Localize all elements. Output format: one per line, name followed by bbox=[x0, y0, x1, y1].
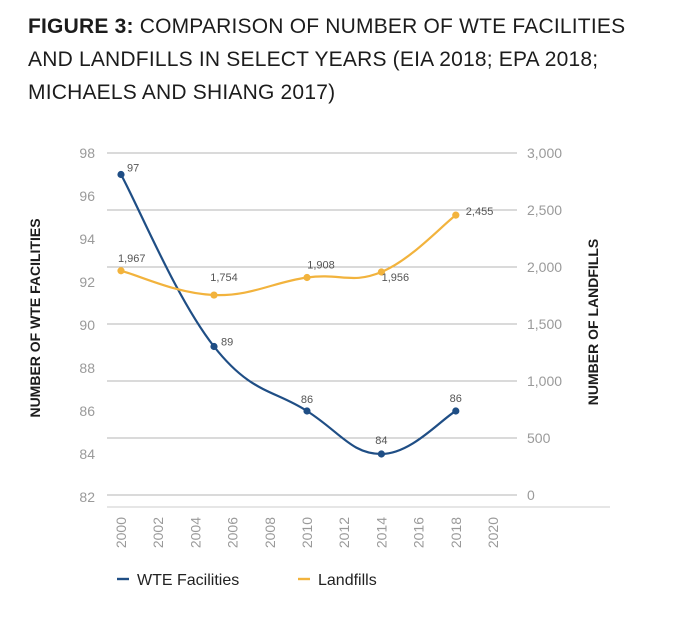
x-tick-label: 2014 bbox=[373, 517, 389, 548]
grid bbox=[107, 152, 610, 508]
y-left-tick-label: 88 bbox=[79, 360, 95, 376]
figure-title: FIGURE 3: COMPARISON OF NUMBER OF WTE FA… bbox=[28, 10, 678, 109]
data-label: 86 bbox=[301, 394, 313, 406]
y-right-tick-label: 2,500 bbox=[527, 202, 562, 218]
data-point bbox=[117, 170, 125, 179]
data-point bbox=[303, 407, 311, 415]
x-tick-label: 2000 bbox=[113, 517, 129, 548]
data-label: 86 bbox=[450, 393, 462, 405]
y-right-axis-title: NUMBER OF LANDFILLS bbox=[585, 239, 601, 405]
y-right-tick-label: 1,500 bbox=[527, 316, 562, 332]
x-tick-label: 2020 bbox=[485, 517, 501, 548]
y-left-tick-label: 94 bbox=[79, 231, 95, 247]
title-line-3: MICHAELS AND SHIANG 2017) bbox=[28, 81, 336, 104]
data-label: 2,455 bbox=[466, 206, 494, 218]
data-label: 97 bbox=[127, 163, 139, 175]
y-left-axis-title: NUMBER OF WTE FACILITIES bbox=[27, 218, 43, 417]
x-tick-label: 2016 bbox=[411, 517, 427, 548]
data-point bbox=[452, 407, 460, 415]
data-label: 1,754 bbox=[210, 272, 238, 284]
legend: WTE Facilities Landfills bbox=[117, 572, 377, 589]
axis-titles: NUMBER OF WTE FACILITIES NUMBER OF LANDFI… bbox=[27, 218, 601, 417]
x-tick-label: 2012 bbox=[336, 517, 352, 548]
figure-label: FIGURE 3: bbox=[28, 15, 134, 38]
data-label: 1,908 bbox=[307, 259, 335, 271]
x-tick-label: 2006 bbox=[225, 517, 241, 548]
legend-label: Landfills bbox=[318, 572, 377, 589]
x-tick-label: 2008 bbox=[262, 517, 278, 548]
data-point bbox=[117, 267, 125, 275]
data-point bbox=[210, 342, 218, 351]
y-left-tick-label: 86 bbox=[79, 403, 95, 419]
y-left-tick-label: 84 bbox=[79, 446, 95, 462]
series bbox=[117, 170, 460, 458]
data-point bbox=[303, 273, 311, 282]
series-line-0 bbox=[119, 173, 457, 456]
tick-labels: 82 84 86 88 90 92 94 96 98 0 500 1,000 1,500 2,000 2,5… bbox=[79, 145, 562, 548]
y-left-tick-label: 96 bbox=[79, 188, 95, 204]
y-right-tick-label: 0 bbox=[527, 487, 535, 503]
y-left-tick-label: 82 bbox=[79, 489, 95, 505]
data-point bbox=[452, 211, 460, 219]
x-tick-label: 2010 bbox=[299, 517, 315, 548]
data-label: 84 bbox=[375, 435, 387, 447]
x-tick-label: 2004 bbox=[187, 517, 203, 548]
data-point bbox=[377, 268, 385, 276]
data-labels: 97 89 86 84 86 1,967 1,754 1,908 1,956 2,455 bbox=[118, 163, 493, 448]
x-tick-label: 2018 bbox=[448, 517, 464, 548]
y-right-tick-label: 1,000 bbox=[527, 373, 562, 389]
x-tick-label: 2002 bbox=[150, 517, 166, 548]
title-line-2: AND LANDFILLS IN SELECT YEARS (EIA 2018;… bbox=[28, 48, 599, 71]
data-label: 89 bbox=[221, 337, 233, 349]
title-text-1: COMPARISON OF NUMBER OF WTE FACILITIES bbox=[139, 15, 626, 38]
data-point bbox=[210, 291, 218, 299]
y-left-tick-label: 92 bbox=[79, 274, 95, 290]
data-label: 1,967 bbox=[118, 253, 146, 265]
y-right-tick-label: 500 bbox=[527, 430, 551, 446]
legend-label: WTE Facilities bbox=[137, 572, 239, 589]
data-label: 1,956 bbox=[382, 272, 410, 284]
y-left-tick-label: 98 bbox=[79, 145, 95, 161]
y-left-tick-label: 90 bbox=[79, 317, 95, 333]
y-right-tick-label: 3,000 bbox=[527, 145, 562, 161]
data-point bbox=[377, 450, 385, 458]
y-right-tick-label: 2,000 bbox=[527, 259, 562, 275]
title-line-1: FIGURE 3: COMPARISON OF NUMBER OF WTE FA… bbox=[28, 10, 678, 43]
